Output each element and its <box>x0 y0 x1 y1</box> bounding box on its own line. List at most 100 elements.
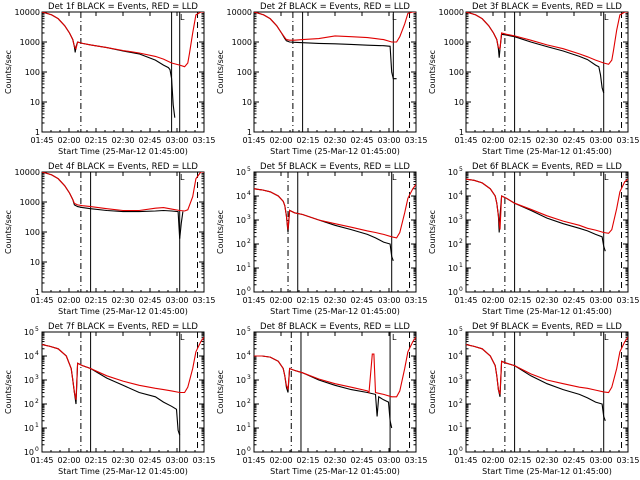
x-tick-label: 02:00 <box>481 136 504 145</box>
y-tick-label: 10 <box>24 424 34 433</box>
y-tick-label: 10 <box>448 168 458 177</box>
corner-label: L <box>180 333 185 342</box>
chart-title: Det 9f BLACK = Events, RED = LLD <box>472 322 622 332</box>
x-tick-label: 03:00 <box>589 136 612 145</box>
x-tick-label: 02:45 <box>138 136 161 145</box>
y-tick-label: 10 <box>448 328 458 337</box>
y-tick-label: 10 <box>24 448 34 457</box>
x-tick-label: 03:00 <box>165 136 188 145</box>
chart-title: Det 6f BLACK = Events, RED = LLD <box>472 162 622 172</box>
y-tick-exponent: 5 <box>247 166 251 173</box>
y-tick-exponent: 4 <box>247 190 251 197</box>
x-tick-label: 02:45 <box>350 136 373 145</box>
series-line-events <box>254 12 397 80</box>
corner-label: L <box>604 333 609 342</box>
y-tick-label: 10 <box>24 328 34 337</box>
x-tick-label: 01:45 <box>30 136 53 145</box>
y-tick-label: 10 <box>448 424 458 433</box>
chart-title: Det 8f BLACK = Events, RED = LLD <box>260 322 410 332</box>
x-tick-label: 03:00 <box>377 456 400 465</box>
x-tick-label: 02:30 <box>535 456 558 465</box>
x-tick-label: 02:00 <box>57 136 80 145</box>
y-tick-exponent: 2 <box>459 238 463 245</box>
corner-label: L <box>392 173 397 182</box>
x-tick-label: 02:15 <box>296 136 319 145</box>
x-tick-label: 02:00 <box>269 136 292 145</box>
x-tick-label: 03:15 <box>404 296 427 305</box>
series-line-lld <box>254 336 416 398</box>
x-tick-label: 02:45 <box>138 456 161 465</box>
x-axis-label: Start Time (25-Mar-12 01:45:00) <box>270 467 400 476</box>
chart-title: Det 3f BLACK = Events, RED = LLD <box>472 2 622 12</box>
x-tick-label: 02:00 <box>481 456 504 465</box>
series-line-lld <box>42 336 204 400</box>
corner-label: L <box>392 13 397 22</box>
y-tick-label: 1000 <box>232 38 252 47</box>
x-tick-label: 02:45 <box>562 136 585 145</box>
y-axis-label: Counts/sec <box>4 210 13 254</box>
y-tick-label: 1 <box>247 128 252 137</box>
y-tick-label: 10 <box>448 400 458 409</box>
x-tick-label: 03:15 <box>616 456 639 465</box>
x-axis-label: Start Time (25-Mar-12 01:45:00) <box>482 307 612 316</box>
x-tick-label: 02:00 <box>57 456 80 465</box>
x-tick-label: 01:45 <box>30 456 53 465</box>
y-tick-label: 10 <box>448 192 458 201</box>
x-tick-label: 01:45 <box>242 296 265 305</box>
x-tick-label: 02:45 <box>562 296 585 305</box>
x-tick-label: 03:15 <box>404 136 427 145</box>
y-tick-label: 10 <box>236 328 246 337</box>
chart-title: Det 7f BLACK = Events, RED = LLD <box>48 322 198 332</box>
x-tick-label: 02:15 <box>508 456 531 465</box>
y-tick-label: 10 <box>236 424 246 433</box>
y-tick-label: 10000 <box>15 8 40 17</box>
x-tick-label: 02:30 <box>535 296 558 305</box>
y-tick-label: 10000 <box>439 8 464 17</box>
x-tick-label: 02:00 <box>269 296 292 305</box>
y-tick-exponent: 0 <box>247 286 251 293</box>
x-tick-label: 02:45 <box>350 296 373 305</box>
chart-title: Det 5f BLACK = Events, RED = LLD <box>260 162 410 172</box>
y-tick-label: 1000 <box>20 198 40 207</box>
y-tick-exponent: 4 <box>459 190 463 197</box>
series-line-events <box>254 188 394 261</box>
x-tick-label: 02:30 <box>111 456 134 465</box>
corner-label: L <box>180 13 185 22</box>
y-tick-exponent: 3 <box>459 214 463 221</box>
y-tick-exponent: 4 <box>459 350 463 357</box>
y-tick-label: 10 <box>24 400 34 409</box>
x-tick-label: 02:15 <box>84 456 107 465</box>
series-line-lld <box>466 336 628 395</box>
x-tick-label: 02:15 <box>296 456 319 465</box>
y-tick-label: 100 <box>25 228 40 237</box>
y-tick-label: 1 <box>459 128 464 137</box>
y-tick-label: 10 <box>236 400 246 409</box>
x-tick-label: 03:00 <box>377 136 400 145</box>
series-line-lld <box>466 178 628 234</box>
y-tick-exponent: 3 <box>459 374 463 381</box>
corner-label: L <box>604 173 609 182</box>
y-axis-label: Counts/sec <box>4 50 13 94</box>
chart-title: Det 1f BLACK = Events, RED = LLD <box>48 2 198 12</box>
plot-frame <box>253 331 417 453</box>
series-line-events <box>42 12 176 118</box>
series-line-events <box>42 172 184 239</box>
y-tick-exponent: 3 <box>247 374 251 381</box>
x-tick-label: 01:45 <box>454 296 477 305</box>
y-tick-exponent: 1 <box>247 422 251 429</box>
y-tick-exponent: 1 <box>247 262 251 269</box>
y-tick-exponent: 5 <box>247 326 251 333</box>
x-tick-label: 02:45 <box>350 456 373 465</box>
y-tick-exponent: 3 <box>247 214 251 221</box>
y-axis-label: Counts/sec <box>4 370 13 414</box>
x-tick-label: 03:15 <box>192 456 215 465</box>
y-tick-label: 10 <box>236 240 246 249</box>
y-tick-label: 10 <box>24 352 34 361</box>
y-axis-label: Counts/sec <box>216 370 225 414</box>
x-tick-label: 03:15 <box>192 136 215 145</box>
x-tick-label: 03:00 <box>165 296 188 305</box>
